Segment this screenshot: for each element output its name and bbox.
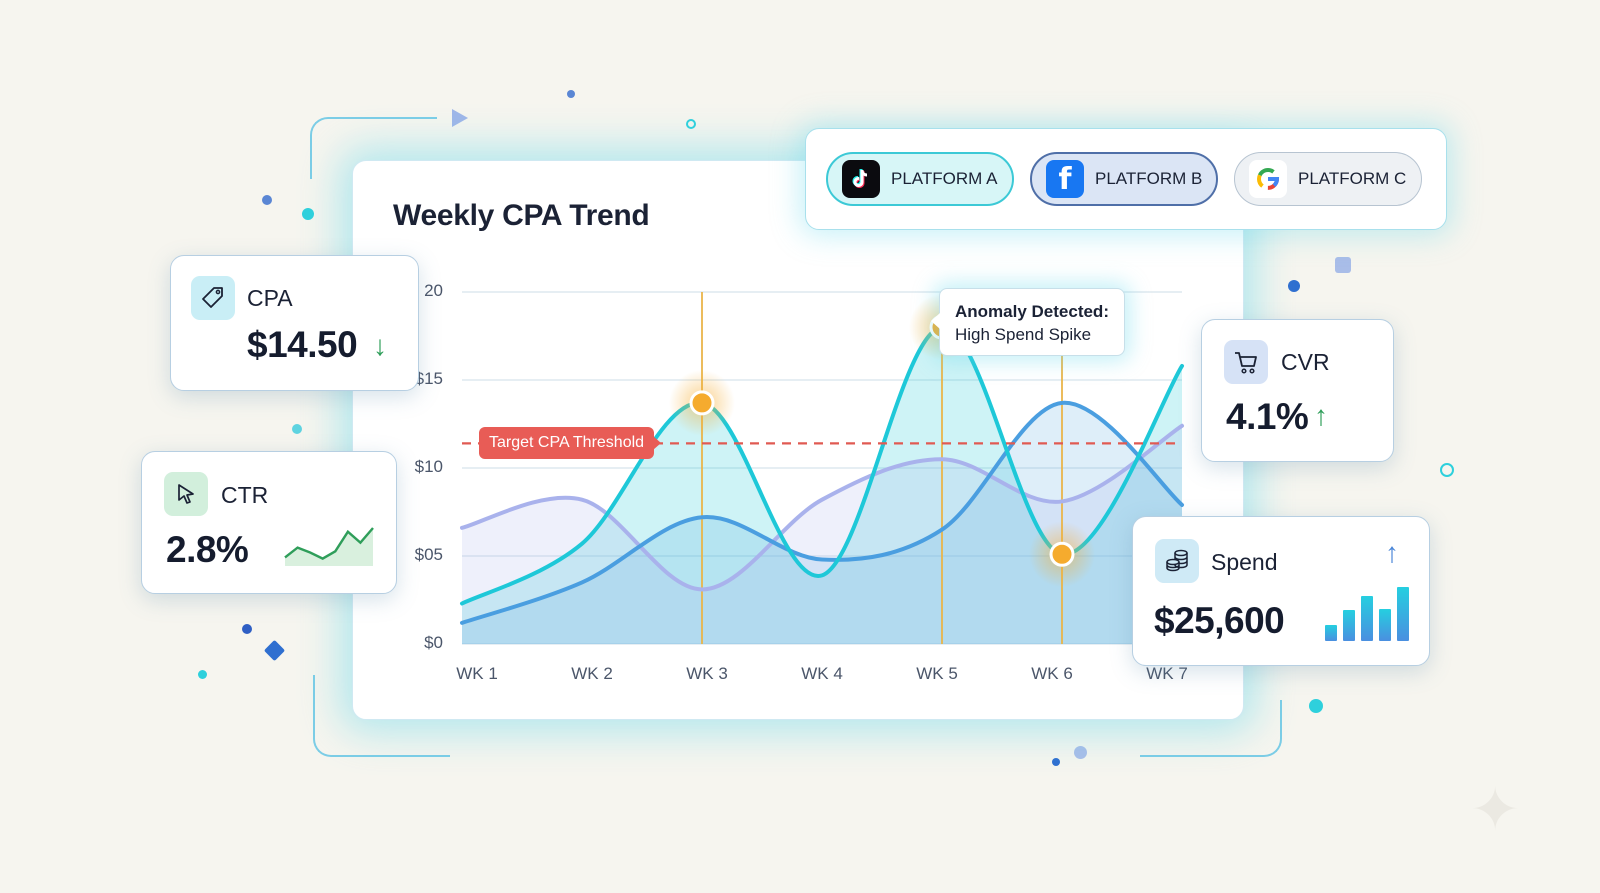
decor-dot [292, 424, 302, 434]
cpa-label: CPA [247, 285, 293, 311]
ctr-label: CTR [221, 482, 269, 508]
sparkline-area [285, 528, 373, 566]
cpa-value: $14.50 [247, 324, 358, 365]
cart-icon [1224, 340, 1268, 384]
y-tick-label: $15 [414, 369, 443, 388]
arrow-up-icon: ↑ [1314, 400, 1328, 431]
coins-icon [1155, 539, 1199, 583]
decor-dot [567, 90, 575, 98]
spend-card: Spend ↑ $25,600 [1132, 516, 1430, 666]
decor-dot [302, 208, 314, 220]
arrow-down-icon: ↓ [373, 330, 387, 361]
google-icon [1249, 160, 1287, 198]
tiktok-icon [842, 160, 880, 198]
x-tick-label: WK 1 [456, 664, 498, 683]
spend-bar [1343, 610, 1355, 641]
chart-title: Weekly CPA Trend [393, 199, 650, 232]
platform-b-button[interactable]: f PLATFORM B [1030, 152, 1218, 206]
y-tick-label: $05 [414, 545, 443, 564]
decor-square [1335, 257, 1351, 273]
anomaly-title: Anomaly Detected: [955, 302, 1109, 321]
decor-dot [1052, 758, 1060, 766]
decor-bracket-bottom-left [313, 675, 450, 757]
decor-dot [242, 624, 252, 634]
decor-dot [686, 119, 696, 129]
x-tick-label: WK 3 [686, 664, 728, 683]
spend-bar [1361, 596, 1373, 641]
spend-bar [1379, 608, 1391, 641]
y-tick-label: 20 [424, 281, 443, 300]
sparkle-icon: ✦ [1470, 776, 1521, 843]
cpa-card: CPA $14.50 ↓ [170, 255, 419, 391]
x-tick-label: WK 6 [1031, 664, 1073, 683]
decor-dot [262, 195, 272, 205]
anomaly-tooltip: Anomaly Detected: High Spend Spike [931, 288, 1125, 356]
sparkline-line [284, 527, 374, 560]
decor-diamond [263, 639, 286, 662]
platform-c-button[interactable]: PLATFORM C [1234, 152, 1422, 206]
platform-c-label: PLATFORM C [1298, 169, 1407, 188]
platform-a-label: PLATFORM A [891, 169, 998, 188]
tag-icon [191, 276, 235, 320]
cursor-icon [164, 472, 208, 516]
cvr-value: 4.1% [1226, 396, 1309, 437]
x-tick-label: WK 7 [1146, 664, 1188, 683]
x-tick-label: WK 5 [916, 664, 958, 683]
platform-a-button[interactable]: PLATFORM A [826, 152, 1014, 206]
decor-dot [198, 670, 207, 679]
platform-selector: PLATFORM A f PLATFORM B PLATFORM C [805, 128, 1447, 230]
decor-dot [1288, 280, 1300, 292]
decor-dot [1309, 699, 1323, 713]
platform-b-label: PLATFORM B [1095, 169, 1203, 188]
x-tick-label: WK 2 [571, 664, 613, 683]
ctr-sparkline [284, 527, 374, 566]
cvr-card: CVR 4.1% ↑ [1201, 319, 1394, 462]
spend-bar-chart [1325, 587, 1415, 641]
spend-label: Spend [1211, 549, 1278, 575]
play-triangle-icon [452, 109, 468, 127]
y-tick-label: $10 [414, 457, 443, 476]
x-tick-label: WK 4 [801, 664, 843, 683]
spend-bar [1325, 625, 1337, 641]
ctr-value: 2.8% [166, 529, 249, 570]
facebook-icon: f [1046, 160, 1084, 198]
spend-bar [1397, 587, 1409, 641]
decor-bracket-top-left [310, 117, 437, 179]
arrow-up-icon: ↑ [1385, 537, 1399, 568]
ctr-card: CTR 2.8% [141, 451, 397, 594]
spend-value: $25,600 [1154, 600, 1285, 641]
anomaly-detail: High Spend Spike [955, 325, 1092, 344]
decor-bracket-bottom-right [1140, 700, 1282, 757]
decor-dot [1440, 463, 1454, 477]
cvr-label: CVR [1281, 349, 1330, 375]
threshold-label: Target CPA Threshold [479, 427, 662, 459]
decor-dot [1074, 746, 1087, 759]
y-tick-label: $0 [424, 633, 443, 652]
